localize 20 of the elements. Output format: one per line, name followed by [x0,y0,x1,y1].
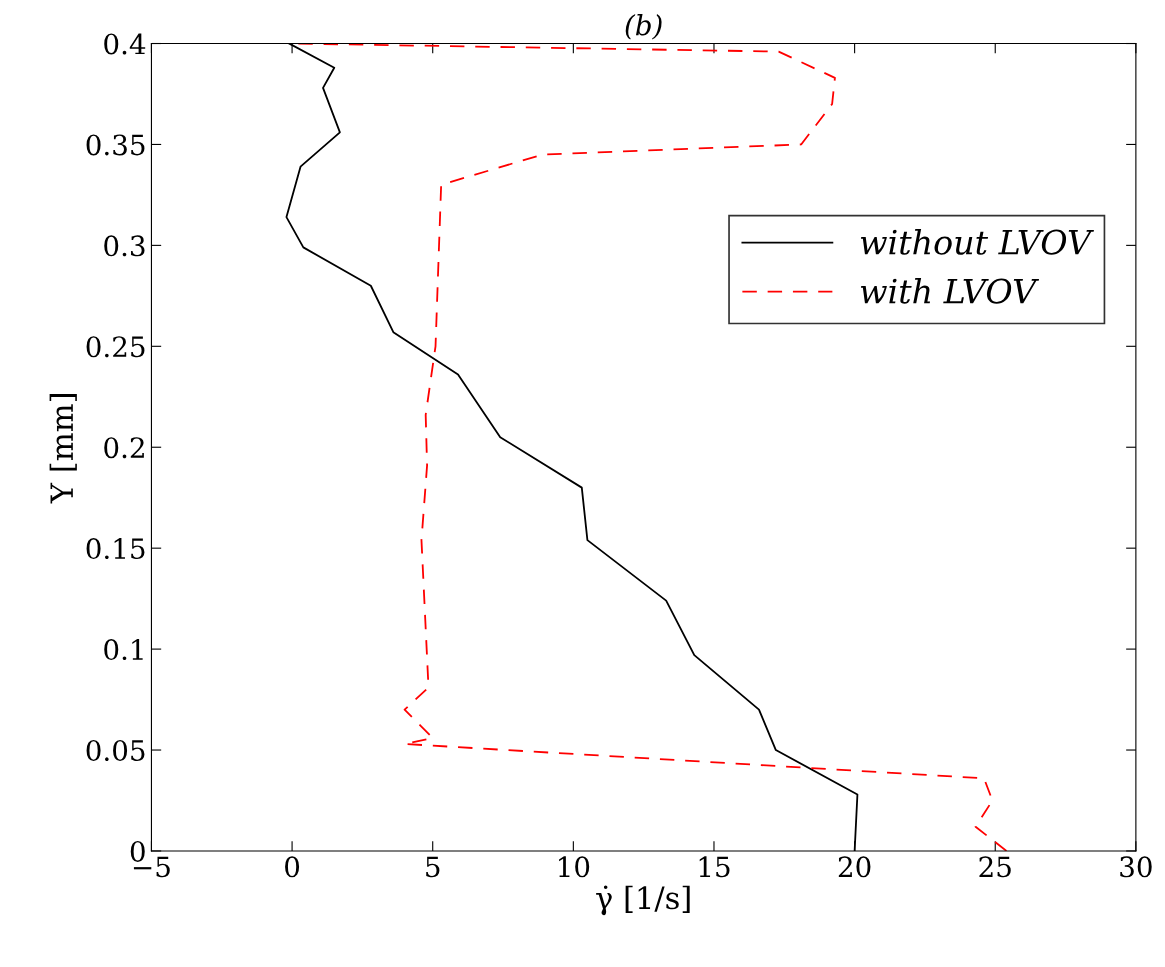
x-tick-label: 30 [1120,856,1152,878]
y-tick-label: 0.4 [104,33,146,55]
y-tick-label: 0.25 [86,336,145,358]
y-tick-label: 0.3 [104,235,145,257]
y-tick-label: 0.15 [86,538,145,560]
x-tick-label: 0 [285,856,300,878]
legend-label: without LVOV [860,229,1094,255]
y-tick-label: 0.35 [86,134,145,156]
legend-label: with LVOV [860,277,1040,304]
chart-title: (b) [625,14,662,40]
x-axis-title: γ̇ [1/s] [596,885,690,916]
x-tick-label: 10 [559,856,590,878]
x-tick-label: 15 [699,856,730,878]
y-tick-label: 0.1 [104,639,143,661]
x-tick-label: 20 [838,856,871,878]
x-tick-label: 5 [426,856,440,878]
y-tick-label: 0.05 [86,739,145,761]
y-axis-title: Y [mm] [49,394,77,504]
y-tick-label: 0.2 [104,437,144,459]
x-tick-label: 25 [979,856,1011,878]
